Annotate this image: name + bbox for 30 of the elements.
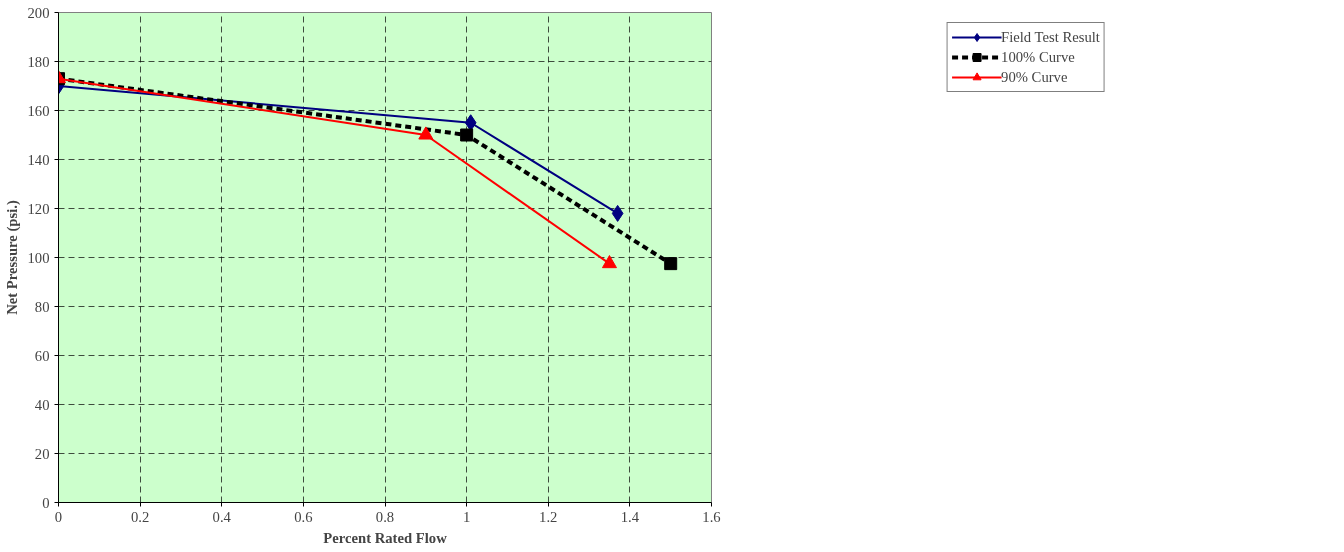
y-tick-label: 160 (27, 102, 50, 119)
y-tick-label: 0 (42, 494, 50, 511)
point (418, 126, 434, 140)
y-tick-label: 180 (27, 53, 50, 70)
x-tick-label: 0 (54, 508, 63, 525)
legend-label: 90% Curve (1001, 68, 1068, 86)
legend-label: 100% Curve (1001, 48, 1075, 66)
x-tick-label: 1.2 (539, 508, 558, 525)
x-tick-label: 0.4 (212, 508, 232, 525)
y-tick-label: 120 (27, 200, 50, 217)
y-tick-label: 80 (34, 298, 50, 315)
point (611, 204, 624, 222)
x-tick-label: 0.8 (375, 508, 395, 525)
y-tick-label: 20 (34, 445, 50, 462)
point (601, 255, 617, 269)
y-tick-label: 60 (34, 347, 50, 364)
y-axis-title: Net Pressure (psi.) (3, 200, 21, 315)
x-axis-title: Percent Rated Flow (323, 529, 448, 546)
point (460, 128, 474, 142)
y-tick-label: 200 (27, 4, 50, 21)
y-tick-label: 140 (27, 151, 50, 168)
y-tick-label: 40 (34, 396, 50, 413)
x-tick-label: 0.2 (130, 508, 150, 525)
x-tick-label: 0.6 (294, 508, 313, 525)
legend-label: Field Test Result (1001, 28, 1100, 46)
x-tick-label: 1.6 (702, 508, 721, 525)
point (664, 257, 678, 271)
y-tick-label: 100 (27, 249, 50, 266)
x-tick-label: 1 (462, 508, 471, 525)
x-tick-label: 1.4 (620, 508, 640, 525)
